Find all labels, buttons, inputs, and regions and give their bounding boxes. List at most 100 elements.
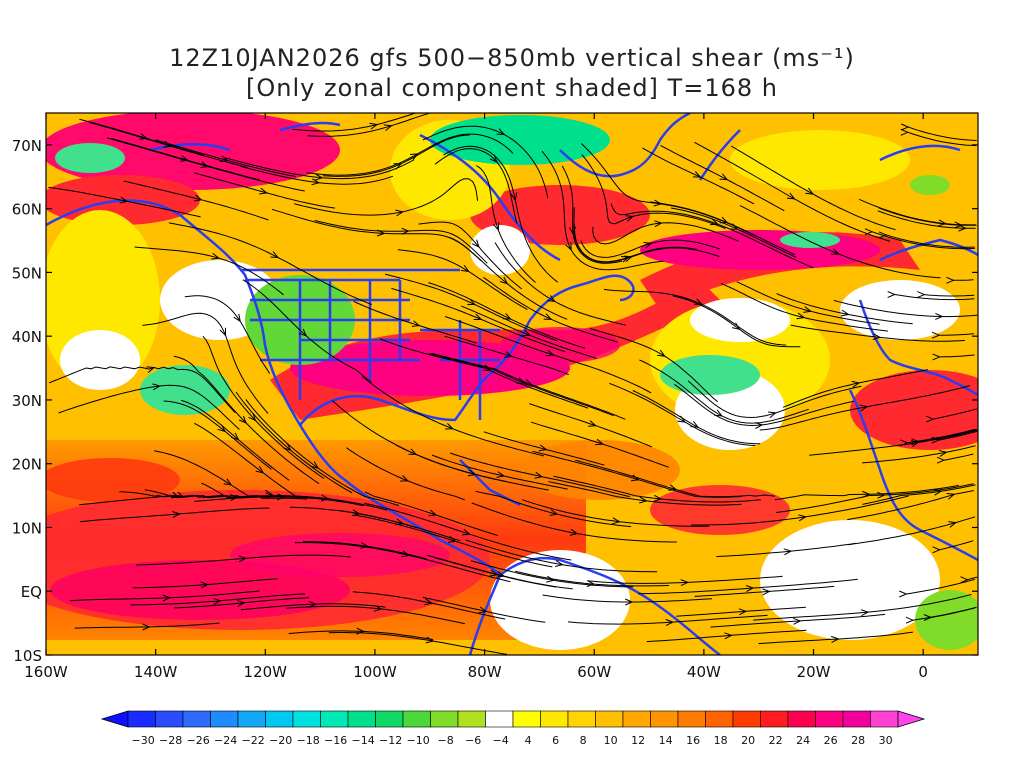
- streamline: [314, 219, 488, 264]
- colorbar-label: 26: [824, 734, 838, 747]
- streamline: [163, 400, 272, 470]
- streamline: [307, 113, 430, 137]
- colorbar-swatch: [237, 710, 266, 728]
- streamline: [753, 594, 972, 621]
- streamline: [592, 222, 739, 245]
- streamline-arrow: [425, 636, 435, 644]
- streamline: [483, 276, 618, 343]
- streamline: [130, 593, 306, 606]
- colorbar-swatch: [485, 710, 514, 728]
- streamline-arrow: [314, 173, 324, 181]
- streamline-arrow: [200, 161, 210, 169]
- streamline-arrow: [899, 590, 908, 598]
- streamline-arrow: [668, 484, 678, 491]
- colorbar-swatch: [430, 710, 459, 728]
- streamline: [573, 223, 698, 263]
- streamline-arrow: [445, 423, 454, 430]
- colorbar-label: 16: [686, 734, 700, 747]
- lat-tick-label: 60N: [12, 201, 42, 219]
- streamline: [240, 165, 394, 185]
- streamline: [674, 383, 855, 427]
- streamline-arrow: [938, 450, 948, 457]
- streamline: [638, 578, 858, 595]
- colorbar-label: −22: [241, 734, 264, 747]
- colorbar-over-arrow: [897, 710, 926, 728]
- streamline: [79, 507, 270, 523]
- streamline: [567, 614, 768, 625]
- streamline-arrow: [471, 239, 480, 248]
- streamline-arrow: [217, 424, 227, 433]
- streamline-arrow: [719, 216, 729, 224]
- lat-tick-label: EQ: [21, 583, 42, 601]
- streamline-arrow: [534, 471, 544, 479]
- streamline-arrow: [428, 509, 438, 517]
- streamline-arrow: [860, 609, 870, 617]
- streamline-arrow: [680, 579, 690, 587]
- streamline: [885, 234, 975, 248]
- streamline-arrow: [851, 380, 861, 388]
- streamline: [877, 210, 976, 229]
- streamline-arrow: [625, 598, 634, 606]
- streamline: [575, 459, 775, 498]
- lon-tick-label: 0: [918, 663, 928, 681]
- streamline: [352, 591, 506, 620]
- streamline-arrow: [139, 133, 149, 140]
- streamline: [79, 494, 273, 506]
- streamline: [119, 491, 243, 499]
- streamline: [69, 590, 260, 602]
- streamline-arrow: [554, 560, 564, 567]
- streamline: [306, 133, 514, 176]
- colorbar-swatch: [622, 710, 651, 728]
- streamline: [859, 198, 976, 226]
- streamline-arrow: [255, 466, 265, 474]
- lat-tick-label: 70N: [12, 137, 42, 155]
- streamline-arrow: [960, 576, 969, 584]
- streamline-arrow: [694, 298, 704, 305]
- streamline: [918, 429, 978, 443]
- lon-tick-label: 20W: [797, 663, 831, 681]
- streamline-arrow: [831, 248, 840, 255]
- streamline-arrow: [624, 255, 633, 263]
- streamline: [953, 279, 974, 281]
- streamline: [322, 134, 470, 177]
- streamline: [660, 144, 785, 212]
- streamline: [288, 630, 434, 641]
- colorbar-label: 14: [659, 734, 673, 747]
- streamline: [603, 288, 787, 346]
- streamline: [434, 148, 518, 224]
- streamline: [775, 483, 974, 513]
- streamline-arrow: [738, 608, 748, 616]
- streamline-arrow: [910, 440, 920, 447]
- lon-tick-label: 140W: [134, 663, 178, 681]
- streamline: [730, 145, 896, 231]
- colorbar-label: 20: [741, 734, 755, 747]
- streamline: [939, 333, 975, 336]
- colorbar-swatch: [320, 710, 349, 728]
- streamline: [444, 316, 652, 394]
- colorbar-swatch: [842, 710, 871, 728]
- lon-tick-label: 120W: [244, 663, 288, 681]
- streamline-arrow: [496, 128, 506, 136]
- streamline-arrow: [522, 329, 532, 337]
- streamline: [449, 452, 630, 498]
- streamline-arrow: [411, 320, 421, 327]
- streamline: [710, 613, 886, 628]
- streamline: [79, 118, 205, 156]
- streamline: [470, 560, 634, 588]
- streamline-arrow: [231, 432, 240, 441]
- streamline: [871, 231, 976, 250]
- streamline: [847, 490, 974, 521]
- streamline-arrow: [265, 492, 274, 500]
- streamline: [933, 408, 978, 420]
- colorbar-swatch: [457, 710, 486, 728]
- streamline: [694, 141, 891, 242]
- streamline: [639, 359, 809, 424]
- colorbar: −30 −28 −26 −24 −22 −20 −18 −16 −14 −12 −10 −8 −6 −4 4…: [100, 710, 926, 747]
- streamline: [346, 447, 465, 501]
- colorbar-label: 10: [604, 734, 618, 747]
- streamline: [943, 453, 974, 461]
- streamline: [364, 502, 572, 561]
- streamline-arrow: [401, 550, 411, 558]
- streamline-arrow: [383, 124, 393, 131]
- streamline-arrow: [612, 517, 621, 525]
